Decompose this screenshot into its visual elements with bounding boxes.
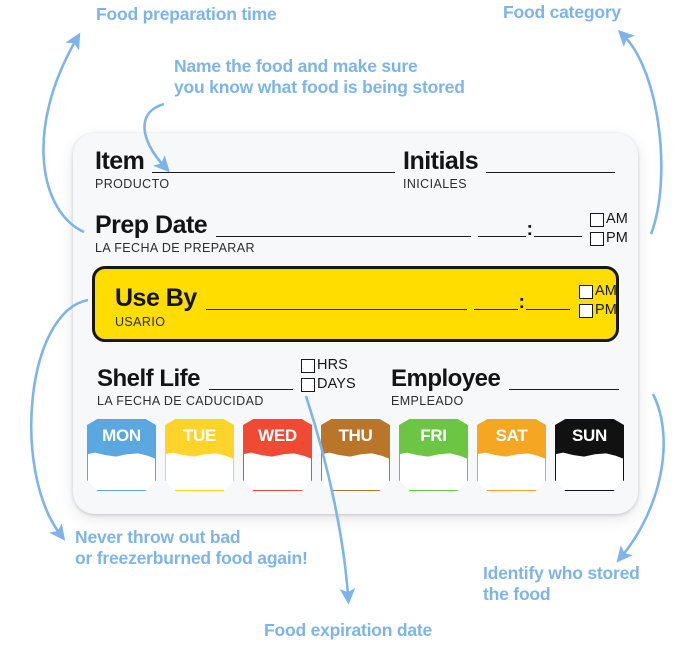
- annotation-identify-who-stored: Identify who stored the food: [483, 563, 640, 604]
- prep-date-am-option[interactable]: AM: [590, 211, 628, 228]
- field-prep-date: Prep Date :: [95, 211, 582, 240]
- shelf-life-write-line[interactable]: [209, 388, 293, 390]
- prep-date-minute-line[interactable]: [534, 235, 582, 237]
- day-badge-label: THU: [338, 426, 373, 445]
- prep-date-sublabel: LA FECHA DE PREPARAR: [95, 241, 255, 255]
- prep-date-am-label: AM: [606, 211, 628, 228]
- prep-date-hour-line[interactable]: [477, 235, 526, 237]
- use-by-am-option[interactable]: AM: [579, 283, 617, 300]
- day-badge-label: MON: [102, 426, 141, 445]
- day-badge-sat[interactable]: SAT: [477, 419, 546, 491]
- shelf-life-label: Shelf Life: [97, 365, 201, 392]
- use-by-am-label: AM: [595, 283, 617, 300]
- employee-sublabel: EMPLEADO: [391, 394, 464, 408]
- shelf-life-sublabel: LA FECHA DE CADUCIDAD: [97, 394, 264, 408]
- day-badge-color-band: [555, 419, 624, 459]
- use-by-minute-line[interactable]: [526, 308, 570, 310]
- day-badge-tue[interactable]: TUE: [165, 419, 234, 491]
- day-badge-mon[interactable]: MON: [87, 419, 156, 491]
- use-by-time-separator: :: [518, 292, 525, 313]
- day-badge-color-band: [243, 419, 312, 459]
- field-shelf-life: Shelf Life: [97, 365, 293, 393]
- day-badges: MON TUE WED THU: [87, 419, 624, 491]
- field-use-by: Use By :: [115, 284, 570, 313]
- shelf-life-unit-group: HRS DAYS: [301, 357, 356, 393]
- annotation-never-throw-out-bad: Never throw out bad or freezerburned foo…: [75, 527, 308, 568]
- annotation-food-expiration-date: Food expiration date: [264, 620, 433, 640]
- field-employee: Employee: [391, 365, 619, 393]
- day-badge-color-band: [399, 419, 468, 459]
- prep-date-write-line[interactable]: [216, 235, 471, 237]
- item-write-line[interactable]: [152, 171, 395, 173]
- item-sublabel: PRODUCTO: [95, 177, 170, 191]
- checkbox-icon[interactable]: [301, 377, 315, 392]
- shelf-life-days-option[interactable]: DAYS: [301, 376, 356, 393]
- employee-write-line[interactable]: [509, 388, 619, 390]
- checkbox-icon[interactable]: [590, 231, 604, 246]
- use-by-hour-line[interactable]: [473, 308, 518, 310]
- card-inner: Item PRODUCTO Initials INICIALES Prep Da…: [73, 133, 638, 514]
- checkbox-icon[interactable]: [579, 303, 593, 318]
- field-item: Item: [95, 147, 395, 176]
- field-initials: Initials: [403, 147, 615, 176]
- day-badge-label: SAT: [495, 426, 528, 445]
- prep-date-pm-label: PM: [606, 230, 628, 247]
- use-by-pm-option[interactable]: PM: [579, 302, 617, 319]
- checkbox-icon[interactable]: [590, 212, 604, 227]
- initials-sublabel: INICIALES: [403, 177, 468, 191]
- day-badge-color-band: [165, 419, 234, 459]
- initials-write-line[interactable]: [486, 171, 615, 173]
- day-badge-label: SUN: [572, 426, 607, 445]
- prep-date-ampm-group: AM PM: [590, 211, 628, 247]
- day-badge-fri[interactable]: FRI: [399, 419, 468, 491]
- use-by-write-line[interactable]: [205, 308, 467, 310]
- checkbox-icon[interactable]: [301, 358, 315, 373]
- day-badge-wed[interactable]: WED: [243, 419, 312, 491]
- prep-date-time-separator: :: [526, 219, 533, 240]
- prep-date-label: Prep Date: [95, 211, 208, 239]
- day-badge-label: TUE: [182, 426, 217, 445]
- initials-label: Initials: [403, 147, 479, 175]
- annotation-name-the-food: Name the food and make sure you know wha…: [174, 56, 465, 97]
- shelf-life-hrs-label: HRS: [317, 357, 348, 374]
- day-badge-sun[interactable]: SUN: [555, 419, 624, 491]
- shelf-life-hrs-option[interactable]: HRS: [301, 357, 356, 374]
- use-by-pm-label: PM: [595, 302, 617, 319]
- annotation-food-preparation-time: Food preparation time: [96, 4, 277, 24]
- use-by-label: Use By: [115, 284, 197, 312]
- day-badge-label: FRI: [420, 426, 447, 445]
- day-badge-thu[interactable]: THU: [321, 419, 390, 491]
- food-label-card: Item PRODUCTO Initials INICIALES Prep Da…: [73, 133, 638, 514]
- employee-label: Employee: [391, 365, 501, 392]
- use-by-sublabel: USARIO: [115, 315, 166, 329]
- day-badge-color-band: [477, 419, 546, 459]
- checkbox-icon[interactable]: [579, 284, 593, 299]
- shelf-life-days-label: DAYS: [317, 376, 356, 393]
- day-badge-color-band: [87, 419, 156, 459]
- day-badge-label: WED: [258, 426, 297, 445]
- use-by-band: Use By : USARIO AM PM: [92, 266, 619, 342]
- use-by-ampm-group: AM PM: [579, 283, 617, 319]
- prep-date-pm-option[interactable]: PM: [590, 230, 628, 247]
- annotation-food-category: Food category: [503, 2, 621, 22]
- item-label: Item: [95, 147, 145, 175]
